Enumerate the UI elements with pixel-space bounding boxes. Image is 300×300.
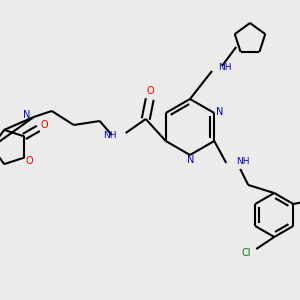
Text: NH: NH [218, 62, 232, 71]
Text: NH: NH [103, 131, 117, 140]
Text: O: O [26, 156, 33, 166]
Text: NH: NH [236, 157, 250, 166]
Text: Cl: Cl [242, 248, 251, 258]
Text: O: O [147, 86, 154, 96]
Text: N: N [216, 107, 223, 117]
Text: O: O [40, 120, 48, 130]
Text: N: N [187, 155, 195, 165]
Text: N: N [23, 110, 30, 120]
